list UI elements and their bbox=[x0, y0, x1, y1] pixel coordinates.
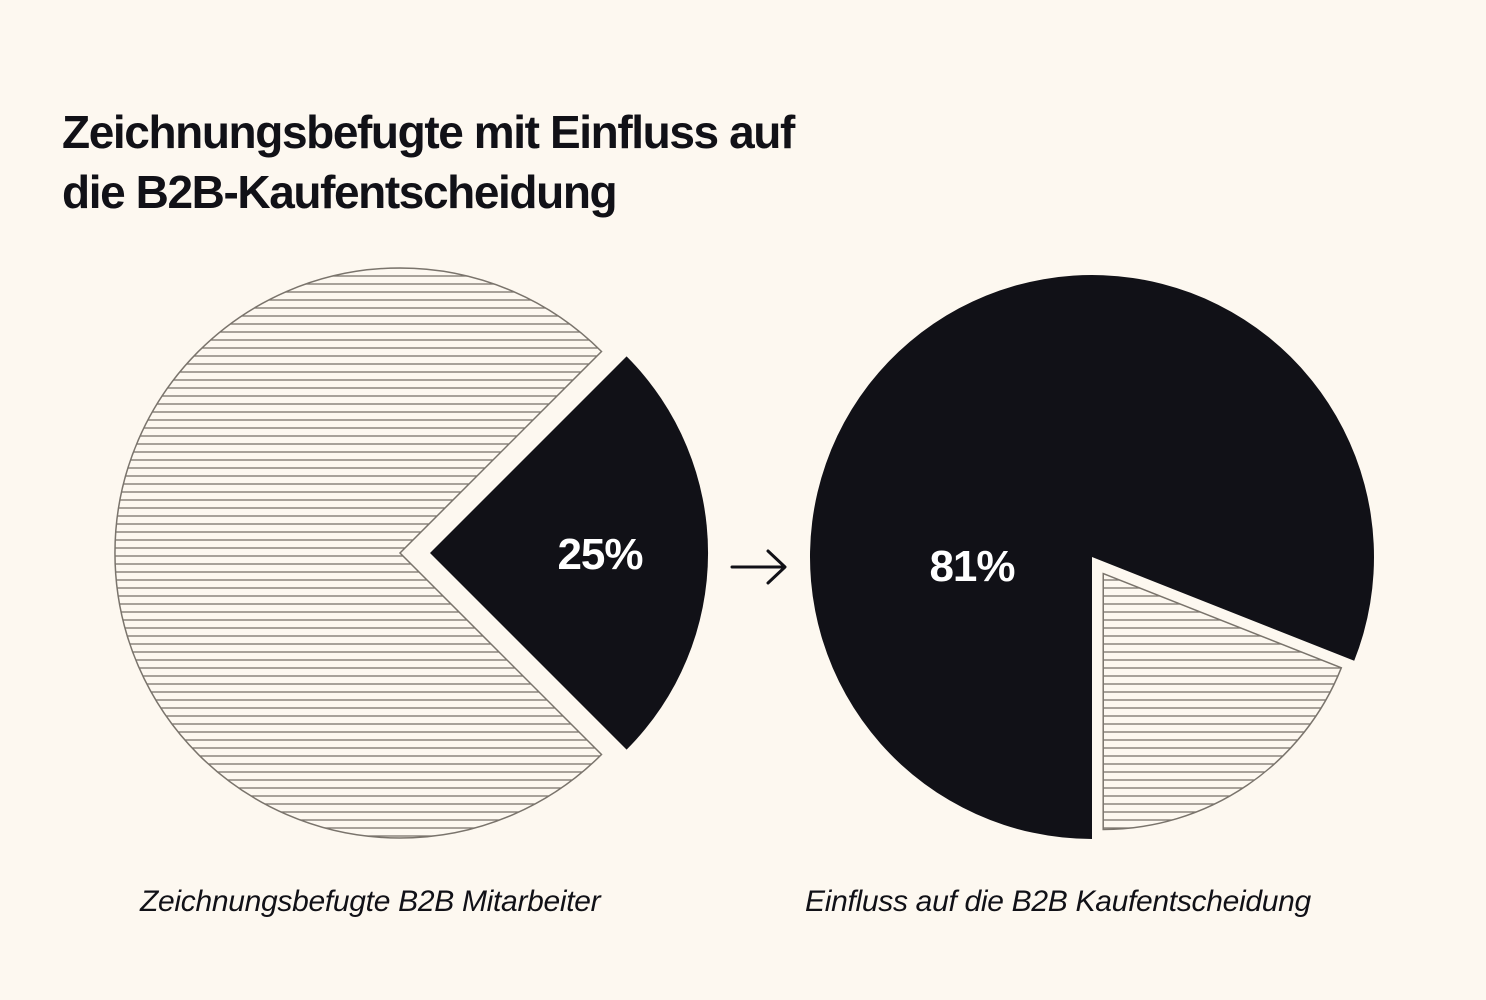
pie-left-slice-solid bbox=[430, 356, 709, 750]
chart-title-line-2: die B2B-Kaufentscheidung bbox=[62, 166, 618, 218]
pie-left-caption: Zeichnungsbefugte B2B Mitarbeiter bbox=[140, 885, 601, 918]
arrow-right-icon bbox=[730, 549, 787, 585]
pie-left-slice-hatched bbox=[114, 267, 603, 839]
pie-left: 25% bbox=[114, 267, 709, 839]
pie-right-slice-solid bbox=[809, 275, 1374, 839]
pie-right: 81% bbox=[809, 275, 1374, 839]
pie-right-slice-hatched bbox=[1102, 572, 1343, 831]
chart-title-line-1: Zeichnungsbefugte mit Einfluss auf bbox=[62, 106, 795, 158]
pie-right-label: 81% bbox=[929, 542, 1014, 591]
pie-left-label: 25% bbox=[557, 530, 642, 579]
pie-right-caption: Einfluss auf die B2B Kaufentscheidung bbox=[805, 885, 1311, 918]
chart-title: Zeichnungsbefugte mit Einfluss auf die B… bbox=[62, 102, 962, 222]
